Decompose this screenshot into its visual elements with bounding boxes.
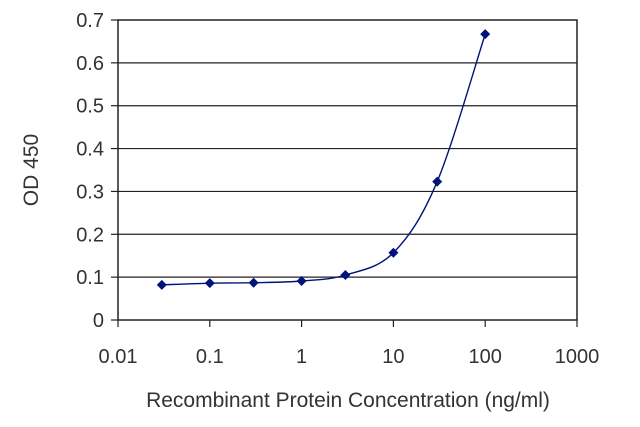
x-axis-title: Recombinant Protein Concentration (ng/ml…	[146, 389, 550, 412]
y-tick-label: 0.1	[76, 267, 104, 289]
data-point	[340, 270, 351, 280]
y-tick-label: 0.6	[76, 53, 104, 75]
data-points	[156, 29, 491, 290]
x-tick-label: 1000	[555, 346, 600, 368]
y-tick-label: 0	[93, 310, 104, 332]
y-tick-label: 0.7	[76, 10, 104, 32]
data-point	[204, 278, 215, 289]
y-tick-label: 0.3	[76, 181, 104, 203]
data-point	[388, 247, 399, 258]
data-point	[296, 276, 307, 286]
y-tick-label: 0.2	[76, 224, 104, 246]
plot-area	[117, 19, 578, 321]
x-axis: 0.01 0.1 1 10 100 1000	[99, 320, 600, 368]
data-point	[480, 29, 491, 40]
y-tick-label: 0.5	[76, 96, 104, 118]
data-point	[248, 277, 259, 288]
y-axis-title: OD 450	[20, 134, 43, 206]
x-tick-label: 0.01	[99, 346, 138, 368]
x-tick-label: 0.1	[196, 346, 224, 368]
grid-lines	[118, 62, 577, 278]
y-tick-label: 0.4	[76, 139, 104, 161]
x-tick-label: 1	[296, 346, 307, 368]
x-tick-label: 10	[382, 346, 404, 368]
x-tick-label: 100	[469, 346, 502, 368]
data-point	[432, 176, 443, 187]
y-axis: 0 0.1 0.2 0.3 0.4 0.5 0.6 0.7	[76, 10, 118, 332]
data-point	[156, 279, 167, 290]
